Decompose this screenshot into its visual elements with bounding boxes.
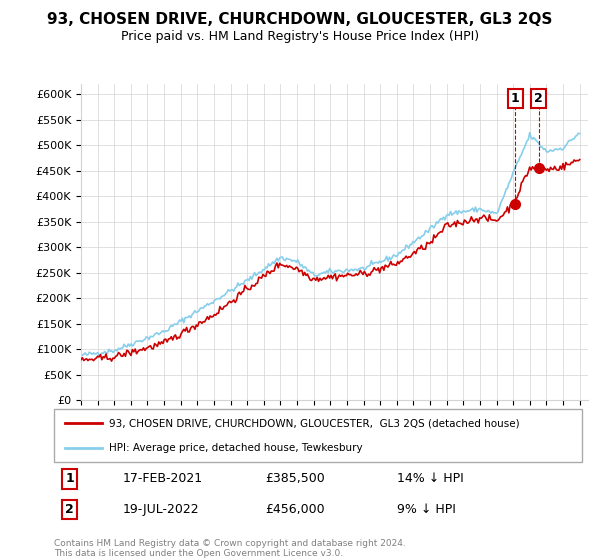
Text: Contains HM Land Registry data © Crown copyright and database right 2024.
This d: Contains HM Land Registry data © Crown c… xyxy=(54,539,406,558)
Text: 14% ↓ HPI: 14% ↓ HPI xyxy=(397,473,464,486)
Text: Price paid vs. HM Land Registry's House Price Index (HPI): Price paid vs. HM Land Registry's House … xyxy=(121,30,479,43)
Text: 1: 1 xyxy=(65,473,74,486)
Text: 2: 2 xyxy=(65,503,74,516)
Text: 17-FEB-2021: 17-FEB-2021 xyxy=(122,473,203,486)
Text: 93, CHOSEN DRIVE, CHURCHDOWN, GLOUCESTER, GL3 2QS: 93, CHOSEN DRIVE, CHURCHDOWN, GLOUCESTER… xyxy=(47,12,553,27)
Text: 93, CHOSEN DRIVE, CHURCHDOWN, GLOUCESTER,  GL3 2QS (detached house): 93, CHOSEN DRIVE, CHURCHDOWN, GLOUCESTER… xyxy=(109,418,520,428)
Text: 19-JUL-2022: 19-JUL-2022 xyxy=(122,503,199,516)
FancyBboxPatch shape xyxy=(54,409,582,462)
Text: HPI: Average price, detached house, Tewkesbury: HPI: Average price, detached house, Tewk… xyxy=(109,442,363,452)
Text: 9% ↓ HPI: 9% ↓ HPI xyxy=(397,503,456,516)
Text: £385,500: £385,500 xyxy=(265,473,325,486)
Text: 2: 2 xyxy=(535,92,543,105)
Text: £456,000: £456,000 xyxy=(265,503,325,516)
Text: 1: 1 xyxy=(511,92,520,105)
